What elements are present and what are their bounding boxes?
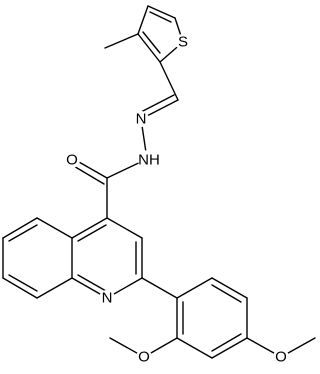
bond (137, 5, 149, 35)
bond (2, 217, 38, 239)
atom-labels: S N NH O N O O (64, 34, 289, 366)
atom-label: O (66, 152, 78, 169)
bonds (2, 5, 316, 359)
bond (137, 33, 161, 63)
bond (211, 277, 248, 299)
bond (149, 11, 172, 23)
bond (71, 164, 105, 185)
label-background (273, 349, 289, 365)
atom-label: N (102, 290, 113, 307)
bond (147, 5, 176, 19)
label-background (133, 111, 149, 127)
bond (176, 277, 213, 299)
label-background (138, 150, 158, 170)
bond (77, 224, 107, 242)
bond (176, 337, 213, 359)
bond (36, 277, 73, 299)
atom-label: O (275, 349, 287, 366)
atom-label: S (178, 34, 188, 51)
bond (36, 217, 73, 239)
label-background (175, 34, 191, 50)
methyl-bond (104, 33, 139, 49)
bond (2, 277, 38, 299)
bond (211, 284, 242, 303)
bond (106, 217, 143, 239)
label-background (64, 152, 80, 168)
bond (142, 99, 179, 119)
atom-label: NH (138, 152, 160, 169)
bond (8, 224, 38, 242)
label-background (99, 290, 115, 306)
bond (77, 274, 107, 292)
bond (8, 274, 38, 292)
bond (141, 277, 178, 299)
bond (142, 31, 161, 54)
bond (140, 94, 175, 113)
bond (71, 217, 108, 239)
atom-label: O (138, 349, 150, 366)
label-background (136, 349, 152, 365)
bond (211, 333, 242, 352)
bond (159, 61, 179, 101)
atom-label: N (136, 111, 147, 128)
bond (211, 337, 248, 359)
